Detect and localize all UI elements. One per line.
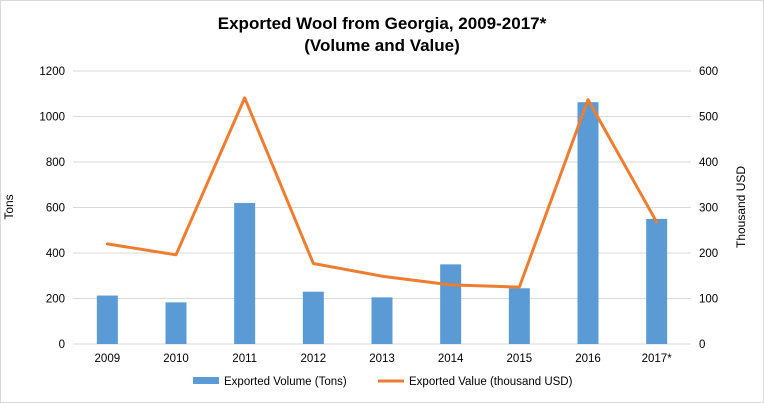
left-tick-label: 600: [46, 203, 65, 215]
bar-2010: [165, 302, 187, 344]
chart-title-line-2: (Volume and Value): [304, 36, 460, 55]
left-tick-label: 800: [46, 157, 65, 169]
x-tick-label: 2014: [438, 353, 464, 365]
x-tick-label: 2012: [301, 353, 327, 365]
bar-2015: [508, 288, 530, 344]
x-tick-label: 2011: [232, 353, 257, 365]
legend-label-volume: Exported Volume (Tons): [224, 376, 347, 388]
line-series: [105, 96, 659, 289]
right-axis-ticks: 0 100 200 300 400 500 600: [699, 66, 718, 351]
right-tick-label: 400: [699, 157, 718, 169]
bar-2011: [234, 202, 256, 344]
x-tick-label: 2015: [507, 353, 533, 365]
chart-title-line-1: Exported Wool from Georgia, 2009-2017*: [218, 14, 547, 33]
left-tick-label: 0: [59, 339, 65, 351]
x-tick-label: 2009: [95, 353, 121, 365]
legend-label-value: Exported Value (thousand USD): [409, 376, 573, 388]
right-tick-label: 500: [699, 112, 718, 124]
right-tick-label: 200: [699, 248, 718, 260]
left-tick-label: 1000: [39, 112, 65, 124]
left-axis-ticks: 0 200 400 600 800 1000 1200: [39, 66, 65, 351]
bar-2017: [646, 218, 668, 344]
x-tick-label: 2013: [369, 353, 395, 365]
bar-2013: [371, 297, 393, 344]
bar-2014: [440, 264, 462, 344]
right-tick-label: 600: [699, 66, 718, 78]
left-tick-label: 200: [46, 294, 65, 306]
left-tick-label: 1200: [39, 66, 65, 78]
right-tick-label: 100: [699, 294, 718, 306]
x-axis-ticks: 2009 2010 2011 2012 2013 2014 2015 2016 2017*: [95, 353, 673, 365]
right-tick-label: 0: [699, 339, 705, 351]
right-tick-label: 300: [699, 203, 718, 215]
legend-swatch-volume: [193, 377, 219, 384]
left-tick-label: 400: [46, 248, 65, 260]
right-axis-title: Thousand USD: [734, 166, 748, 248]
bar-series: [96, 102, 668, 344]
value-line: [105, 96, 659, 289]
bar-2009: [96, 295, 118, 344]
left-axis-title: Tons: [2, 194, 16, 219]
bar-2016: [577, 102, 599, 344]
x-tick-label: 2016: [575, 353, 601, 365]
x-tick-label: 2010: [163, 353, 189, 365]
legend: Exported Volume (Tons) Exported Value (t…: [193, 376, 573, 388]
bar-2012: [302, 291, 324, 344]
x-tick-label: 2017*: [642, 353, 673, 365]
